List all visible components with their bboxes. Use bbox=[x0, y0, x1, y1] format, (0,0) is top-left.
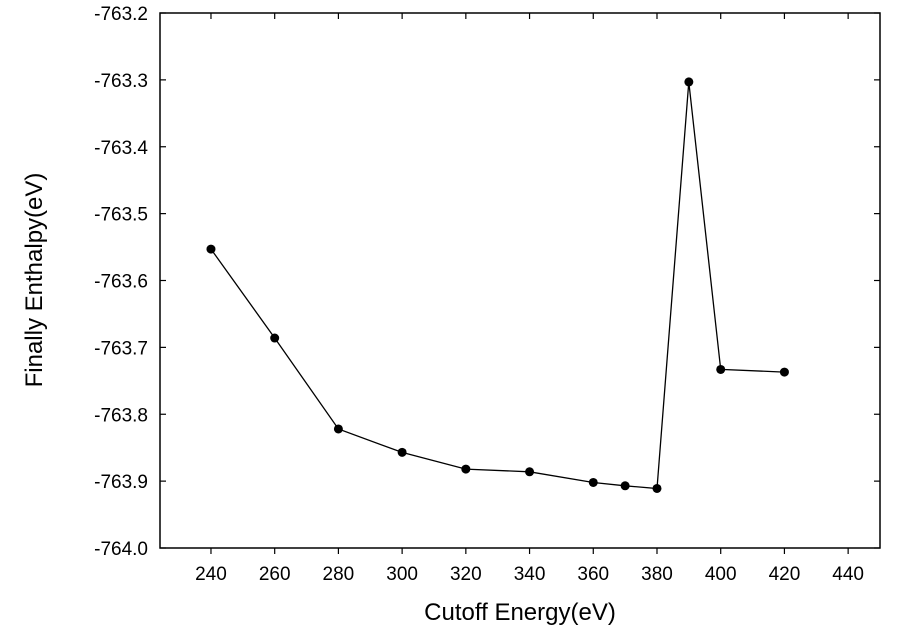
y-tick-label: -763.5 bbox=[94, 205, 148, 226]
x-axis: 240 260 280 300 320 340 360 380 400 420 440 bbox=[195, 13, 864, 585]
y-tick-label: -763.6 bbox=[94, 272, 148, 293]
data-point bbox=[716, 364, 726, 374]
x-tick-label: 440 bbox=[832, 564, 864, 585]
y-tick-label: -764.0 bbox=[94, 539, 148, 560]
y-tick-label: -763.8 bbox=[94, 405, 148, 426]
x-axis-title: Cutoff Energy(eV) bbox=[424, 599, 616, 626]
data-point bbox=[206, 244, 216, 254]
data-point bbox=[461, 464, 471, 474]
data-point bbox=[270, 333, 280, 343]
x-tick-label: 360 bbox=[577, 564, 609, 585]
x-tick-label: 260 bbox=[259, 564, 291, 585]
series-line bbox=[210, 81, 785, 490]
x-tick-label: 320 bbox=[450, 564, 482, 585]
x-tick-label: 380 bbox=[641, 564, 673, 585]
y-axis-title: Finally Enthalpy(eV) bbox=[21, 173, 48, 388]
y-tick-label: -763.4 bbox=[94, 138, 148, 159]
data-point bbox=[588, 477, 598, 487]
data-point bbox=[620, 481, 630, 491]
data-point bbox=[652, 483, 662, 493]
x-tick-label: 400 bbox=[705, 564, 737, 585]
data-points bbox=[206, 77, 789, 493]
y-axis: -764.0 -763.9 -763.8 -763.7 -763.6 -763.5 -763… bbox=[94, 4, 880, 560]
x-tick-label: 240 bbox=[195, 564, 227, 585]
y-tick-label: -763.2 bbox=[94, 4, 148, 25]
data-point bbox=[525, 467, 535, 477]
x-tick-label: 340 bbox=[514, 564, 546, 585]
data-point bbox=[684, 77, 694, 87]
data-point bbox=[333, 424, 343, 434]
x-tick-label: 300 bbox=[386, 564, 418, 585]
y-tick-label: -763.3 bbox=[94, 71, 148, 92]
plot-frame bbox=[159, 12, 881, 549]
data-point bbox=[397, 447, 407, 457]
y-tick-label: -763.9 bbox=[94, 472, 148, 493]
data-point bbox=[779, 367, 789, 377]
y-tick-label: -763.7 bbox=[94, 338, 148, 359]
x-tick-label: 420 bbox=[769, 564, 801, 585]
x-tick-label: 280 bbox=[323, 564, 355, 585]
